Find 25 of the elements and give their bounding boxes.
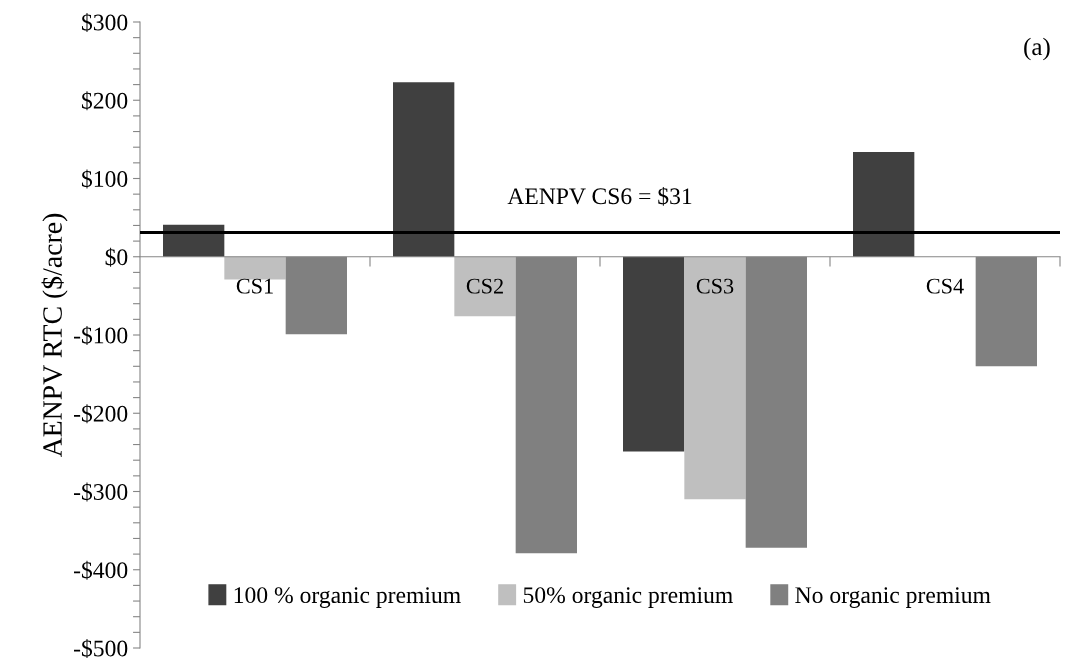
bar xyxy=(623,256,685,452)
y-tick-label: -$100 xyxy=(73,326,128,345)
bar xyxy=(393,82,455,257)
y-tick-label: $0 xyxy=(105,247,128,267)
legend-label: No organic premium xyxy=(795,587,991,608)
y-tick-label: $200 xyxy=(81,91,128,111)
y-tick-label: $100 xyxy=(81,169,128,189)
bar xyxy=(224,256,286,280)
y-axis-title: AENPV RTC ($/acre) xyxy=(41,213,68,458)
y-tick-label: -$200 xyxy=(73,404,128,424)
y-tick-label: -$400 xyxy=(73,560,128,580)
x-tick-label: CS4 xyxy=(926,278,964,294)
x-tick-label: CS3 xyxy=(696,278,734,294)
bar xyxy=(684,256,746,500)
bar xyxy=(853,151,915,257)
ref-line-label: AENPV CS6 = $31 xyxy=(507,186,692,206)
x-tick-label: CS1 xyxy=(236,278,273,294)
bar xyxy=(454,256,516,317)
y-tick-label: $300 xyxy=(81,13,128,32)
legend-label: 100 % organic premium xyxy=(234,587,461,608)
x-tick-label: CS2 xyxy=(466,278,503,294)
y-tick-label: -$500 xyxy=(73,639,128,658)
y-tick-label: -$300 xyxy=(73,482,128,502)
annotation: (a) xyxy=(1024,37,1050,61)
legend-label: 50% organic premium xyxy=(523,587,733,608)
